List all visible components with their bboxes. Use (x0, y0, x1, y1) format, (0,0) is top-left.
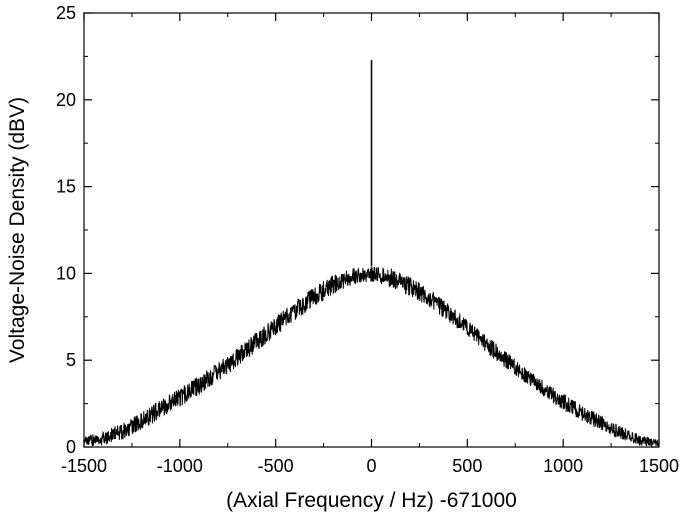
noise-series-line (83, 266, 660, 448)
x-tick-label: 1500 (639, 456, 679, 476)
plot-content (83, 59, 660, 448)
y-tick-label: 15 (56, 177, 76, 197)
y-tick-label: 25 (56, 3, 76, 23)
y-tick-label: 20 (56, 90, 76, 110)
y-tick-label: 0 (66, 437, 76, 457)
x-axis-label: (Axial Frequency / Hz) -671000 (226, 489, 517, 512)
y-axis-label: Voltage-Noise Density (dBV) (6, 97, 29, 363)
x-tick-label: -1000 (157, 456, 203, 476)
x-tick-label: -1500 (61, 456, 107, 476)
y-tick-label: 10 (56, 263, 76, 283)
axis-tick-labels: -1500 -1000 -500 0 500 1000 1500 0 5 10 15 20 25 (56, 3, 679, 476)
x-tick-label: 1000 (543, 456, 583, 476)
x-tick-label: 500 (452, 456, 482, 476)
y-tick-label: 5 (66, 350, 76, 370)
axis-ticks (83, 12, 660, 448)
x-tick-label: 0 (366, 456, 376, 476)
x-tick-label: -500 (258, 456, 294, 476)
